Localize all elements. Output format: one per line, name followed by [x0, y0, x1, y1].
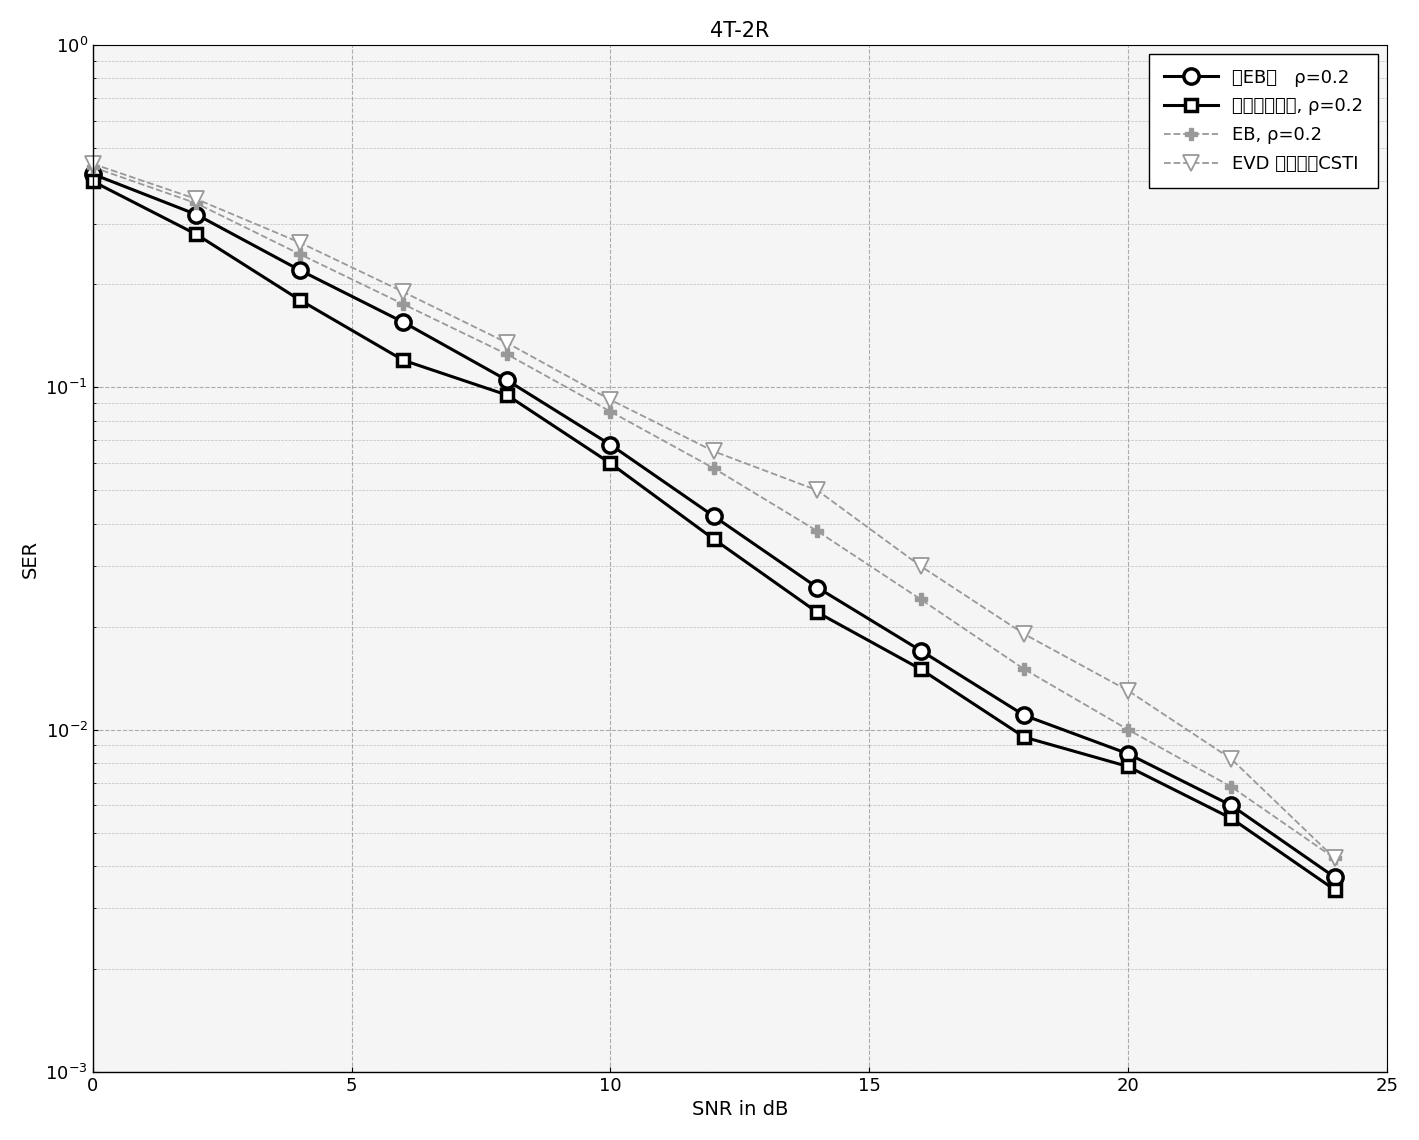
EVD 具有单个CSTI [394, 285, 412, 299]
EB, ρ=0.2 [498, 348, 515, 361]
伪EB，   ρ=0.2 [394, 316, 412, 329]
伪EB，   ρ=0.2 [84, 168, 101, 181]
EVD 具有单个CSTI [187, 193, 204, 206]
伪EB，   ρ=0.2 [809, 580, 826, 594]
EVD 具有单个CSTI [84, 157, 101, 171]
本发明实施例, ρ=0.2 [1327, 884, 1344, 897]
Line: EB, ρ=0.2: EB, ρ=0.2 [88, 162, 1341, 864]
EB, ρ=0.2 [1120, 723, 1137, 736]
EB, ρ=0.2 [705, 462, 722, 475]
EB, ρ=0.2 [291, 247, 308, 261]
EB, ρ=0.2 [912, 593, 929, 606]
伪EB，   ρ=0.2 [498, 373, 515, 386]
伪EB，   ρ=0.2 [1016, 709, 1033, 723]
本发明实施例, ρ=0.2 [291, 293, 308, 307]
EVD 具有单个CSTI [705, 445, 722, 458]
EVD 具有单个CSTI [1327, 852, 1344, 865]
本发明实施例, ρ=0.2 [705, 532, 722, 546]
本发明实施例, ρ=0.2 [394, 353, 412, 367]
伪EB，   ρ=0.2 [912, 644, 929, 658]
EB, ρ=0.2 [602, 405, 619, 418]
本发明实施例, ρ=0.2 [84, 174, 101, 188]
EVD 具有单个CSTI [1223, 752, 1240, 766]
EVD 具有单个CSTI [602, 393, 619, 407]
EVD 具有单个CSTI [498, 336, 515, 350]
Legend: 伪EB，   ρ=0.2, 本发明实施例, ρ=0.2, EB, ρ=0.2, EVD 具有单个CSTI: 伪EB， ρ=0.2, 本发明实施例, ρ=0.2, EB, ρ=0.2, EV… [1149, 55, 1378, 188]
Line: 伪EB，   ρ=0.2: 伪EB， ρ=0.2 [85, 166, 1342, 885]
EVD 具有单个CSTI [291, 236, 308, 250]
EB, ρ=0.2 [394, 298, 412, 311]
伪EB，   ρ=0.2 [187, 207, 204, 221]
本发明实施例, ρ=0.2 [1223, 812, 1240, 825]
本发明实施例, ρ=0.2 [602, 456, 619, 470]
本发明实施例, ρ=0.2 [1016, 731, 1033, 744]
Line: 本发明实施例, ρ=0.2: 本发明实施例, ρ=0.2 [87, 176, 1341, 896]
伪EB，   ρ=0.2 [1120, 747, 1137, 760]
本发明实施例, ρ=0.2 [1120, 759, 1137, 773]
X-axis label: SNR in dB: SNR in dB [691, 1100, 788, 1119]
EB, ρ=0.2 [1327, 852, 1344, 865]
Line: EVD 具有单个CSTI: EVD 具有单个CSTI [85, 156, 1342, 866]
本发明实施例, ρ=0.2 [809, 605, 826, 619]
本发明实施例, ρ=0.2 [498, 388, 515, 401]
伪EB，   ρ=0.2 [602, 438, 619, 451]
本发明实施例, ρ=0.2 [187, 228, 204, 242]
伪EB，   ρ=0.2 [1327, 871, 1344, 885]
EB, ρ=0.2 [1016, 662, 1033, 676]
EVD 具有单个CSTI [1016, 627, 1033, 641]
EVD 具有单个CSTI [1120, 684, 1137, 698]
EVD 具有单个CSTI [809, 483, 826, 497]
EB, ρ=0.2 [809, 524, 826, 538]
EB, ρ=0.2 [84, 161, 101, 174]
伪EB，   ρ=0.2 [1223, 799, 1240, 813]
EVD 具有单个CSTI [912, 560, 929, 573]
伪EB，   ρ=0.2 [291, 263, 308, 277]
EB, ρ=0.2 [187, 196, 204, 210]
Y-axis label: SER: SER [21, 539, 40, 578]
EB, ρ=0.2 [1223, 780, 1240, 793]
伪EB，   ρ=0.2 [705, 510, 722, 523]
Title: 4T-2R: 4T-2R [710, 21, 769, 41]
本发明实施例, ρ=0.2 [912, 662, 929, 676]
